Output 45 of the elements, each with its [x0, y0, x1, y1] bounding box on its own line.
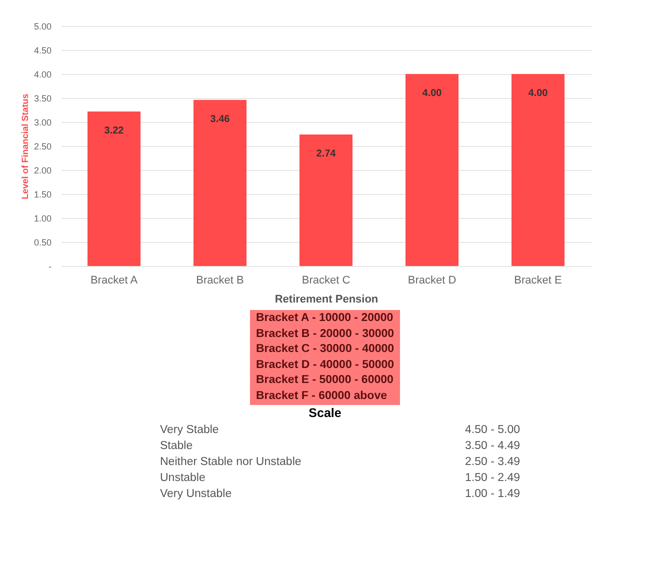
text: Neither Stable nor Unstable — [160, 455, 302, 470]
x-axis-title: Retirement Pension — [274, 294, 378, 306]
bar — [512, 74, 564, 266]
text: Bracket A - 10000 - 20000 — [256, 311, 394, 326]
y-tick-label: 1.50 — [34, 190, 52, 200]
text: Bracket C - 30000 - 40000 — [256, 342, 394, 357]
y-tick-label: 1.00 — [34, 214, 52, 224]
text: Bracket F - 60000 above — [256, 388, 388, 404]
y-tick-label: 4.00 — [34, 70, 52, 80]
text: Stable — [160, 439, 194, 454]
x-tick-label: Bracket E — [514, 274, 562, 286]
bar — [300, 134, 352, 266]
data-label: 3.22 — [104, 125, 124, 136]
y-tick-label: 5.00 — [34, 22, 52, 32]
text: Bracket D - 40000 - 50000 — [256, 358, 394, 372]
text: Bracket E - 50000 - 60000 — [256, 373, 394, 388]
data-label: 4.00 — [422, 88, 442, 99]
y-tick-label: 3.50 — [34, 94, 52, 104]
y-tick-label: 2.00 — [34, 166, 52, 176]
x-tick-label: Bracket A — [90, 274, 138, 286]
y-tick-label: 0.50 — [34, 238, 52, 248]
data-label: 2.74 — [316, 148, 336, 160]
bar — [406, 74, 458, 266]
text: Very Unstable — [160, 487, 233, 502]
x-tick-label: Bracket C — [302, 274, 350, 286]
y-tick-label: 4.50 — [34, 46, 52, 56]
y-tick-label: 3.00 — [34, 118, 52, 128]
text: 1.00 - 1.49 — [464, 487, 520, 502]
data-label: 3.46 — [210, 114, 230, 125]
bar — [88, 111, 140, 266]
y-tick-label: 2.50 — [34, 142, 52, 152]
text: 4.50 - 5.00 — [464, 423, 520, 438]
text: 3.50 - 4.49 — [464, 439, 520, 454]
x-tick-label: Bracket B — [196, 274, 244, 286]
text: Bracket B - 20000 - 30000 — [256, 326, 394, 342]
data-label: 4.00 — [528, 88, 548, 99]
text: Very Stable — [160, 423, 220, 438]
y-axis-title: Level of Financial Status — [20, 94, 30, 200]
text: 2.50 - 3.49 — [464, 455, 520, 470]
text: Scale — [308, 406, 342, 420]
text: Unstable — [160, 471, 206, 486]
text: 1.50 - 2.49 — [464, 471, 520, 486]
bar — [194, 100, 246, 266]
x-tick-label: Bracket D — [408, 274, 456, 286]
y-tick-label: - — [48, 262, 52, 272]
